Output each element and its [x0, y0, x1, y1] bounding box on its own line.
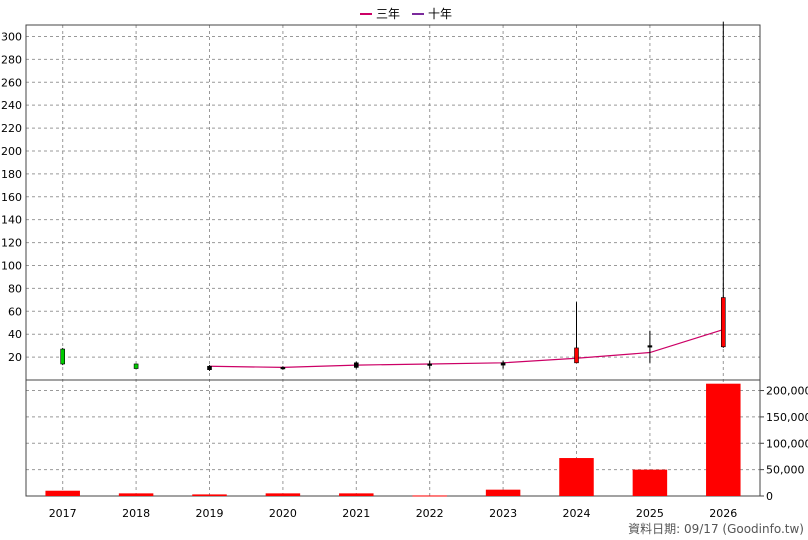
legend-label-3y: 三年	[376, 7, 401, 21]
price-ytick-label-180: 180	[1, 168, 22, 181]
xtick-label-2017: 2017	[49, 507, 77, 520]
legend-swatch-3y	[360, 12, 372, 15]
xtick-label-2023: 2023	[489, 507, 517, 520]
xtick-label-2022: 2022	[416, 507, 444, 520]
legend-label-10y: 十年	[428, 7, 453, 21]
price-ytick-label-140: 140	[1, 214, 22, 227]
candle-body-2018	[133, 363, 139, 369]
price-ytick-label-220: 220	[1, 122, 22, 135]
price-ytick-label-280: 280	[1, 53, 22, 66]
volume-ytick-label-150000: 150,000	[766, 411, 808, 424]
volume-ytick-label-100000: 100,000	[766, 437, 808, 450]
price-ytick-label-260: 260	[1, 76, 22, 89]
volume-bar-2025	[632, 469, 668, 496]
xtick-label-2024: 2024	[563, 507, 591, 520]
price-ytick-label-80: 80	[8, 282, 22, 295]
volume-bar-2018	[118, 493, 154, 496]
volume-bar-2020	[265, 493, 301, 496]
candle-body-2021	[353, 362, 359, 368]
price-ytick-label-60: 60	[8, 305, 22, 318]
volume-ytick-label-50000: 50,000	[766, 464, 805, 477]
price-ytick-label-120: 120	[1, 237, 22, 250]
candle-body-2023	[500, 362, 506, 366]
candle-body-2020	[280, 367, 286, 370]
candle-body-2024	[574, 347, 579, 364]
candle-body-2026	[720, 297, 726, 348]
volume-bar-2022	[412, 495, 447, 497]
xtick-label-2026: 2026	[709, 507, 737, 520]
volume-bar-2019	[192, 494, 227, 496]
xtick-label-2025: 2025	[636, 507, 664, 520]
volume-ytick-label-0: 0	[766, 490, 773, 503]
series-line-0	[209, 329, 724, 369]
xtick-label-2021: 2021	[342, 507, 370, 520]
source-note: 資料日期: 09/17 (Goodinfo.tw)	[628, 522, 804, 536]
volume-panel-frame	[25, 379, 761, 497]
candle-body-2022	[427, 363, 433, 366]
xtick-label-2019: 2019	[196, 507, 224, 520]
candle-body-2025	[647, 345, 653, 348]
legend-item-3y: 三年	[360, 5, 400, 22]
candle-body-2017	[60, 348, 66, 365]
volume-bar-2023	[485, 489, 521, 496]
price-ytick-label-240: 240	[1, 99, 22, 112]
candle-body-2019	[207, 365, 212, 370]
volume-bar-2024	[559, 458, 594, 496]
volume-bar-2026	[706, 383, 741, 496]
price-ytick-label-40: 40	[8, 328, 22, 341]
legend-item-10y: 十年	[412, 5, 452, 22]
price-ytick-label-300: 300	[1, 30, 22, 43]
price-ytick-label-100: 100	[1, 259, 22, 272]
price-ytick-label-200: 200	[1, 145, 22, 158]
legend: 三年 十年	[360, 5, 452, 22]
xtick-label-2020: 2020	[269, 507, 297, 520]
price-ytick-label-20: 20	[8, 351, 22, 364]
legend-swatch-10y	[412, 12, 425, 15]
xtick-label-2018: 2018	[122, 507, 150, 520]
volume-bar-2021	[339, 493, 374, 496]
volume-bar-2017	[45, 490, 80, 496]
volume-ytick-label-200000: 200,000	[766, 385, 808, 398]
price-ytick-label-160: 160	[1, 191, 22, 204]
